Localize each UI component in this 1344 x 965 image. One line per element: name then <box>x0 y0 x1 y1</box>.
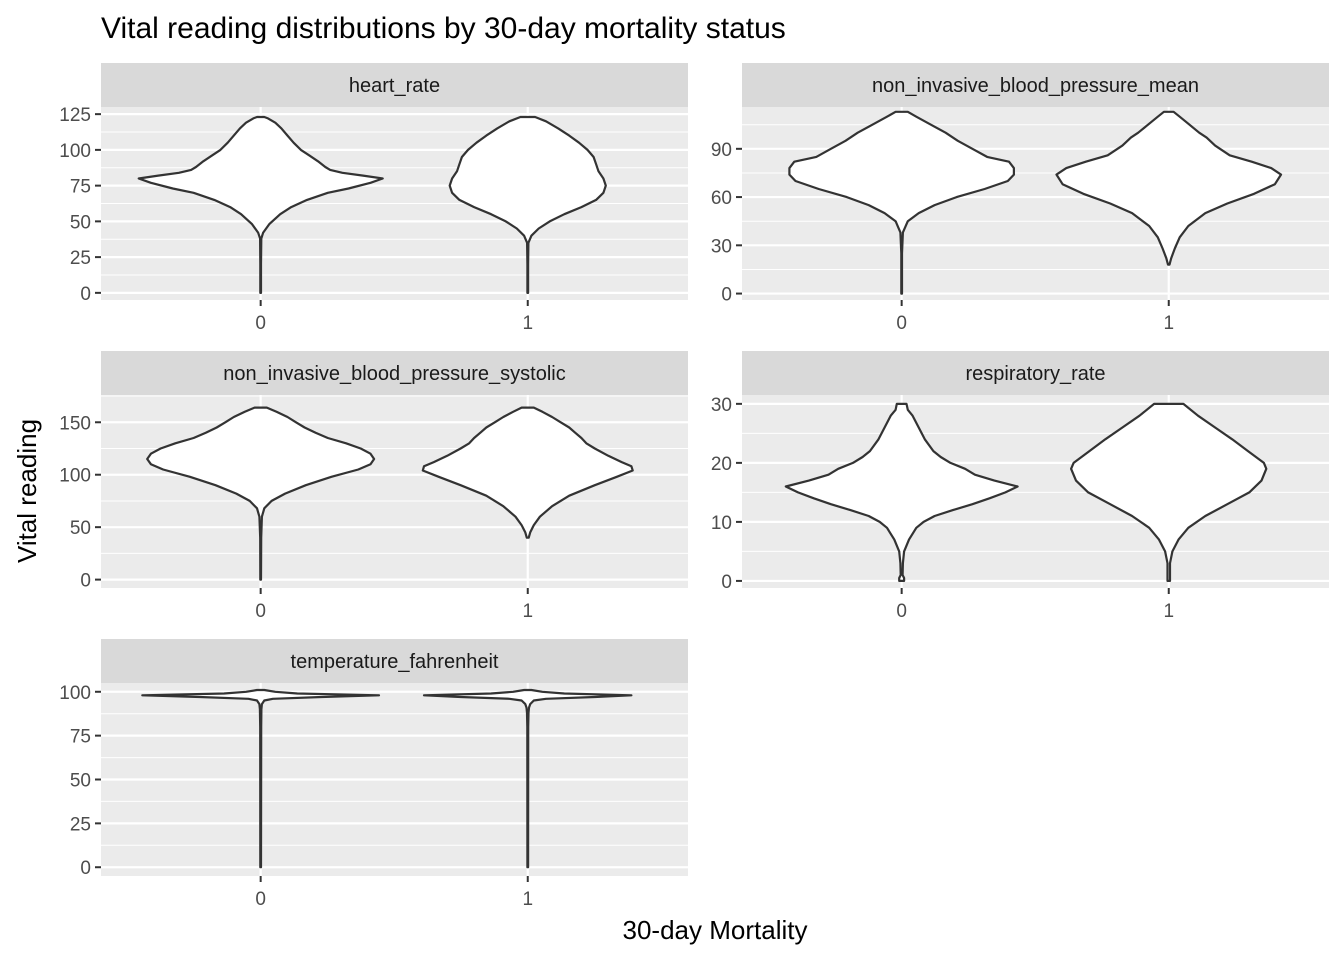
x-tick-label: 0 <box>255 313 266 334</box>
y-tick-label: 0 <box>80 571 91 592</box>
panel-background <box>101 395 688 588</box>
y-tick-label: 50 <box>70 518 91 539</box>
y-tick-label: 150 <box>59 413 91 434</box>
x-tick-label: 0 <box>896 313 907 334</box>
facet-panel-temperature_fahrenheit: temperature_fahrenheit 0 25 50 75 100 0 1 <box>59 639 688 910</box>
violin-non_invasive_blood_pressure_systolic-1 <box>421 406 634 539</box>
x-axis-title: 30-day Mortality <box>623 915 808 945</box>
y-tick-label: 0 <box>80 858 91 879</box>
facet-panel-non_invasive_blood_pressure_systolic: non_invasive_blood_pressure_systolic 0 50 1… <box>59 351 688 622</box>
facet-strip-label: non_invasive_blood_pressure_mean <box>872 75 1199 97</box>
facet-strip-label: respiratory_rate <box>965 363 1105 385</box>
chart-title: Vital reading distributions by 30-day mo… <box>101 12 786 45</box>
facet-strip <box>101 63 688 107</box>
x-tick-label: 1 <box>1163 601 1174 622</box>
facet-panel-non_invasive_blood_pressure_mean: non_invasive_blood_pressure_mean 0 30 60 90 0… <box>711 63 1329 334</box>
y-tick-label: 20 <box>711 454 732 475</box>
y-tick-label: 125 <box>59 105 91 126</box>
violin-respiratory_rate-1 <box>1070 402 1268 582</box>
violin-respiratory_rate-0 <box>784 402 1019 582</box>
facet-panel-heart_rate: heart_rate 0 25 50 75 100 125 0 1 <box>59 63 688 334</box>
violin-non_invasive_blood_pressure_mean-1 <box>1055 110 1283 266</box>
y-tick-label: 30 <box>711 236 732 257</box>
facet-panel-respiratory_rate: respiratory_rate 0 10 20 30 0 1 <box>711 351 1329 622</box>
y-tick-label: 30 <box>711 395 732 416</box>
violin-temperature_fahrenheit-1 <box>422 688 633 869</box>
x-tick-label: 0 <box>255 889 266 910</box>
violin-non_invasive_blood_pressure_mean-0 <box>788 110 1015 295</box>
y-tick-label: 60 <box>711 188 732 209</box>
facet-strip-label: temperature_fahrenheit <box>291 651 499 673</box>
facet-strip <box>742 351 1329 395</box>
y-tick-label: 25 <box>70 248 91 269</box>
violin-temperature_fahrenheit-0 <box>141 688 381 869</box>
y-tick-label: 100 <box>59 141 91 162</box>
y-tick-label: 75 <box>70 727 91 748</box>
y-tick-label: 75 <box>70 177 91 198</box>
y-tick-label: 100 <box>59 683 91 704</box>
x-tick-label: 0 <box>896 601 907 622</box>
y-tick-label: 90 <box>711 140 732 161</box>
y-tick-label: 10 <box>711 513 732 534</box>
panel-background <box>742 107 1329 300</box>
y-tick-label: 100 <box>59 466 91 487</box>
y-axis-title: Vital reading <box>12 419 42 563</box>
y-tick-label: 50 <box>70 771 91 792</box>
x-tick-label: 0 <box>255 601 266 622</box>
y-tick-label: 0 <box>721 572 732 593</box>
facet-strip-label: heart_rate <box>349 75 440 97</box>
violin-non_invasive_blood_pressure_systolic-0 <box>146 406 376 581</box>
x-tick-label: 1 <box>522 313 533 334</box>
facet-strip <box>101 351 688 395</box>
y-tick-label: 50 <box>70 212 91 233</box>
x-tick-label: 1 <box>522 601 533 622</box>
facet-strip <box>742 63 1329 107</box>
x-tick-label: 1 <box>1163 313 1174 334</box>
y-tick-label: 0 <box>80 284 91 305</box>
x-tick-label: 1 <box>522 889 533 910</box>
violin-heart_rate-0 <box>137 115 384 294</box>
facet-strip-label: non_invasive_blood_pressure_systolic <box>223 363 565 385</box>
violin-heart_rate-1 <box>448 115 607 294</box>
y-tick-label: 25 <box>70 814 91 835</box>
y-tick-label: 0 <box>721 285 732 306</box>
facet-strip <box>101 639 688 683</box>
